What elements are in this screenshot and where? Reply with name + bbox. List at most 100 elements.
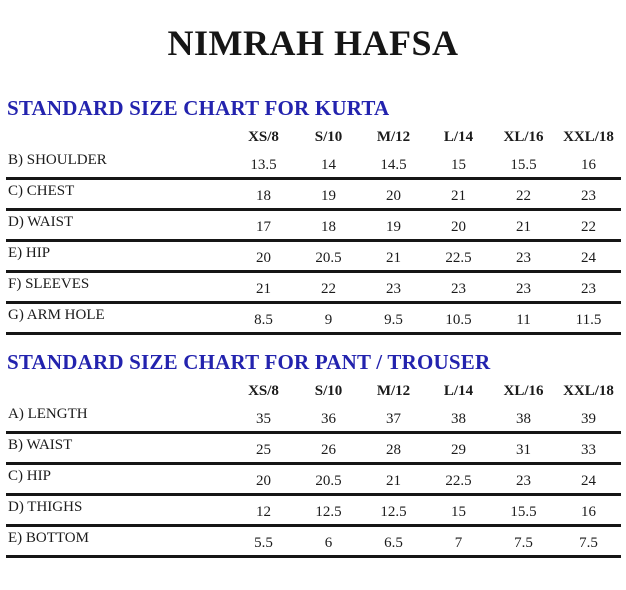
measurement-value: 23 bbox=[451, 281, 466, 297]
measurement-value: 15.5 bbox=[510, 157, 537, 173]
measurement-value: 21 bbox=[451, 188, 466, 204]
measurement-row: C) CHEST 18 19 20 21 22 23 bbox=[6, 179, 621, 210]
measurement-value: 21 bbox=[516, 219, 531, 235]
measurement-value: 22.5 bbox=[445, 473, 472, 489]
measurement-value: 20 bbox=[386, 188, 401, 204]
measurement-row: B) WAIST 25 26 28 29 31 33 bbox=[6, 433, 621, 464]
pant-chart-heading: STANDARD SIZE CHART FOR PANT / TROUSER bbox=[7, 350, 491, 374]
kurta-size-table: XS/8 S/10 M/12 L/14 XL/16 XXL/18 B) SHOULDER 13… bbox=[6, 127, 621, 335]
measurement-value: 29 bbox=[451, 442, 466, 458]
measurement-value: 8.5 bbox=[254, 312, 273, 328]
measurement-row: D) WAIST 17 18 19 20 21 22 bbox=[6, 210, 621, 241]
measurement-row: B) SHOULDER 13.5 14 14.5 15 15.5 16 bbox=[6, 149, 621, 179]
measurement-value: 22.5 bbox=[445, 250, 472, 266]
size-column-header: M/12 bbox=[376, 129, 411, 145]
measurement-value: 6.5 bbox=[384, 535, 403, 551]
measurement-value: 7 bbox=[454, 535, 463, 551]
size-column-header: XXL/18 bbox=[563, 383, 614, 399]
measurement-value: 9 bbox=[324, 312, 333, 328]
measurement-value: 20.5 bbox=[315, 250, 342, 266]
size-column-header: L/14 bbox=[443, 383, 474, 399]
measurement-value: 18 bbox=[321, 219, 336, 235]
measurement-label: D) WAIST bbox=[8, 214, 74, 230]
measurement-value: 38 bbox=[451, 411, 466, 427]
measurement-label: B) WAIST bbox=[8, 437, 73, 453]
measurement-value: 26 bbox=[321, 442, 336, 458]
measurement-row: E) HIP 20 20.5 21 22.5 23 24 bbox=[6, 241, 621, 272]
measurement-value: 18 bbox=[256, 188, 271, 204]
measurement-value: 7.5 bbox=[579, 535, 598, 551]
measurement-value: 24 bbox=[581, 250, 596, 266]
measurement-value: 22 bbox=[581, 219, 596, 235]
measurement-row: E) BOTTOM 5.5 6 6.5 7 7.5 7.5 bbox=[6, 526, 621, 557]
measurement-value: 23 bbox=[516, 250, 531, 266]
corner-cell bbox=[6, 381, 231, 403]
measurement-value: 23 bbox=[386, 281, 401, 297]
measurement-label: C) CHEST bbox=[8, 183, 75, 199]
measurement-value: 11 bbox=[516, 312, 531, 328]
measurement-value: 13.5 bbox=[250, 157, 277, 173]
measurement-value: 16 bbox=[581, 504, 596, 520]
measurement-value: 19 bbox=[321, 188, 336, 204]
brand-title: NIMRAH HAFSA bbox=[167, 23, 459, 63]
measurement-value: 33 bbox=[581, 442, 596, 458]
measurement-value: 25 bbox=[256, 442, 271, 458]
measurement-label: B) SHOULDER bbox=[8, 152, 107, 168]
measurement-value: 17 bbox=[256, 219, 271, 235]
size-column-header: S/10 bbox=[314, 129, 343, 145]
measurement-value: 15.5 bbox=[510, 504, 537, 520]
measurement-value: 5.5 bbox=[254, 535, 273, 551]
measurement-value: 23 bbox=[516, 473, 531, 489]
size-column-header: S/10 bbox=[314, 383, 343, 399]
measurement-value: 24 bbox=[581, 473, 596, 489]
measurement-row: A) LENGTH 35 36 37 38 38 39 bbox=[6, 403, 621, 433]
measurement-value: 23 bbox=[581, 188, 596, 204]
measurement-row: F) SLEEVES 21 22 23 23 23 23 bbox=[6, 272, 621, 303]
measurement-value: 21 bbox=[386, 250, 401, 266]
measurement-value: 12.5 bbox=[315, 504, 342, 520]
measurement-value: 20 bbox=[256, 250, 271, 266]
measurement-value: 36 bbox=[321, 411, 336, 427]
measurement-label: E) HIP bbox=[8, 245, 51, 261]
measurement-value: 14 bbox=[321, 157, 336, 173]
measurement-label: G) ARM HOLE bbox=[8, 307, 105, 323]
measurement-value: 12.5 bbox=[380, 504, 407, 520]
measurement-row: D) THIGHS 12 12.5 12.5 15 15.5 16 bbox=[6, 495, 621, 526]
measurement-value: 11.5 bbox=[575, 312, 602, 328]
measurement-value: 28 bbox=[386, 442, 401, 458]
size-column-header: XS/8 bbox=[248, 383, 279, 399]
measurement-value: 14.5 bbox=[380, 157, 407, 173]
measurement-label: C) HIP bbox=[8, 468, 51, 484]
measurement-value: 20.5 bbox=[315, 473, 342, 489]
measurement-label: F) SLEEVES bbox=[8, 276, 90, 292]
measurement-value: 20 bbox=[451, 219, 466, 235]
measurement-value: 9.5 bbox=[384, 312, 403, 328]
measurement-value: 23 bbox=[581, 281, 596, 297]
measurement-row: G) ARM HOLE 8.5 9 9.5 10.5 11 11.5 bbox=[6, 303, 621, 334]
size-column-header: XS/8 bbox=[248, 129, 279, 145]
measurement-value: 6 bbox=[324, 535, 333, 551]
measurement-value: 16 bbox=[581, 157, 596, 173]
measurement-value: 20 bbox=[256, 473, 271, 489]
size-column-header: XL/16 bbox=[503, 383, 544, 399]
size-column-header: L/14 bbox=[443, 129, 474, 145]
measurement-row: C) HIP 20 20.5 21 22.5 23 24 bbox=[6, 464, 621, 495]
size-column-header: XXL/18 bbox=[563, 129, 614, 145]
measurement-value: 22 bbox=[321, 281, 336, 297]
measurement-value: 31 bbox=[516, 442, 531, 458]
measurement-value: 12 bbox=[256, 504, 271, 520]
measurement-value: 19 bbox=[386, 219, 401, 235]
measurement-value: 21 bbox=[256, 281, 271, 297]
size-header-row: XS/8 S/10 M/12 L/14 XL/16 XXL/18 bbox=[6, 127, 621, 149]
measurement-value: 15 bbox=[451, 504, 466, 520]
size-header-row: XS/8 S/10 M/12 L/14 XL/16 XXL/18 bbox=[6, 381, 621, 403]
measurement-value: 23 bbox=[516, 281, 531, 297]
measurement-value: 15 bbox=[451, 157, 466, 173]
corner-cell bbox=[6, 127, 231, 149]
measurement-value: 39 bbox=[581, 411, 596, 427]
size-column-header: M/12 bbox=[376, 383, 411, 399]
measurement-label: D) THIGHS bbox=[8, 499, 83, 515]
measurement-value: 37 bbox=[386, 411, 401, 427]
measurement-value: 35 bbox=[256, 411, 271, 427]
